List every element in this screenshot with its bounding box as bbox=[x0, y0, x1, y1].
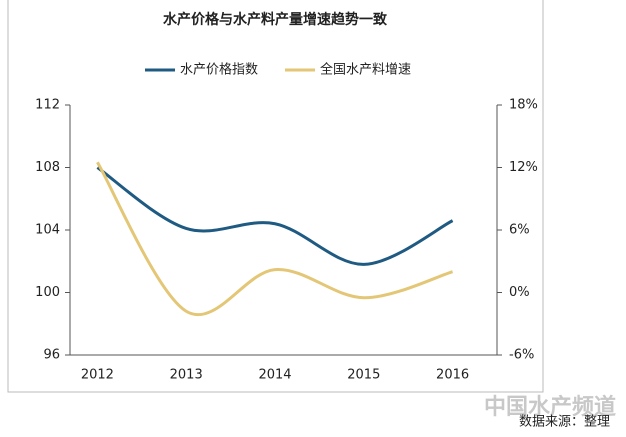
y2-tick-label: -6% bbox=[509, 348, 534, 363]
x-tick-label: 2014 bbox=[258, 368, 291, 383]
y2-tick-label: 0% bbox=[509, 285, 530, 300]
y-tick-label: 108 bbox=[35, 160, 60, 175]
legend-label: 全国水产料增速 bbox=[320, 62, 411, 78]
y-tick-label: 100 bbox=[35, 285, 60, 300]
x-tick-label: 2012 bbox=[81, 368, 114, 383]
x-tick-label: 2016 bbox=[436, 368, 469, 383]
y2-tick-label: 12% bbox=[509, 160, 538, 175]
x-tick-label: 2015 bbox=[347, 368, 380, 383]
legend-label: 水产价格指数 bbox=[180, 62, 258, 78]
chart-frame bbox=[7, 0, 544, 393]
y2-tick-label: 18% bbox=[509, 98, 538, 113]
watermark: 中国水产频道 bbox=[484, 394, 616, 420]
series-line bbox=[96, 166, 454, 266]
x-tick-label: 2013 bbox=[170, 368, 203, 383]
series-line bbox=[96, 161, 454, 317]
chart-title: 水产价格与水产料产量增速趋势一致 bbox=[163, 11, 388, 28]
y-tick-label: 96 bbox=[43, 348, 60, 363]
source-note: 数据来源：整理 bbox=[519, 415, 610, 430]
y2-tick-label: 6% bbox=[509, 223, 530, 238]
y-tick-label: 112 bbox=[35, 98, 60, 113]
y-tick-label: 104 bbox=[35, 223, 60, 238]
